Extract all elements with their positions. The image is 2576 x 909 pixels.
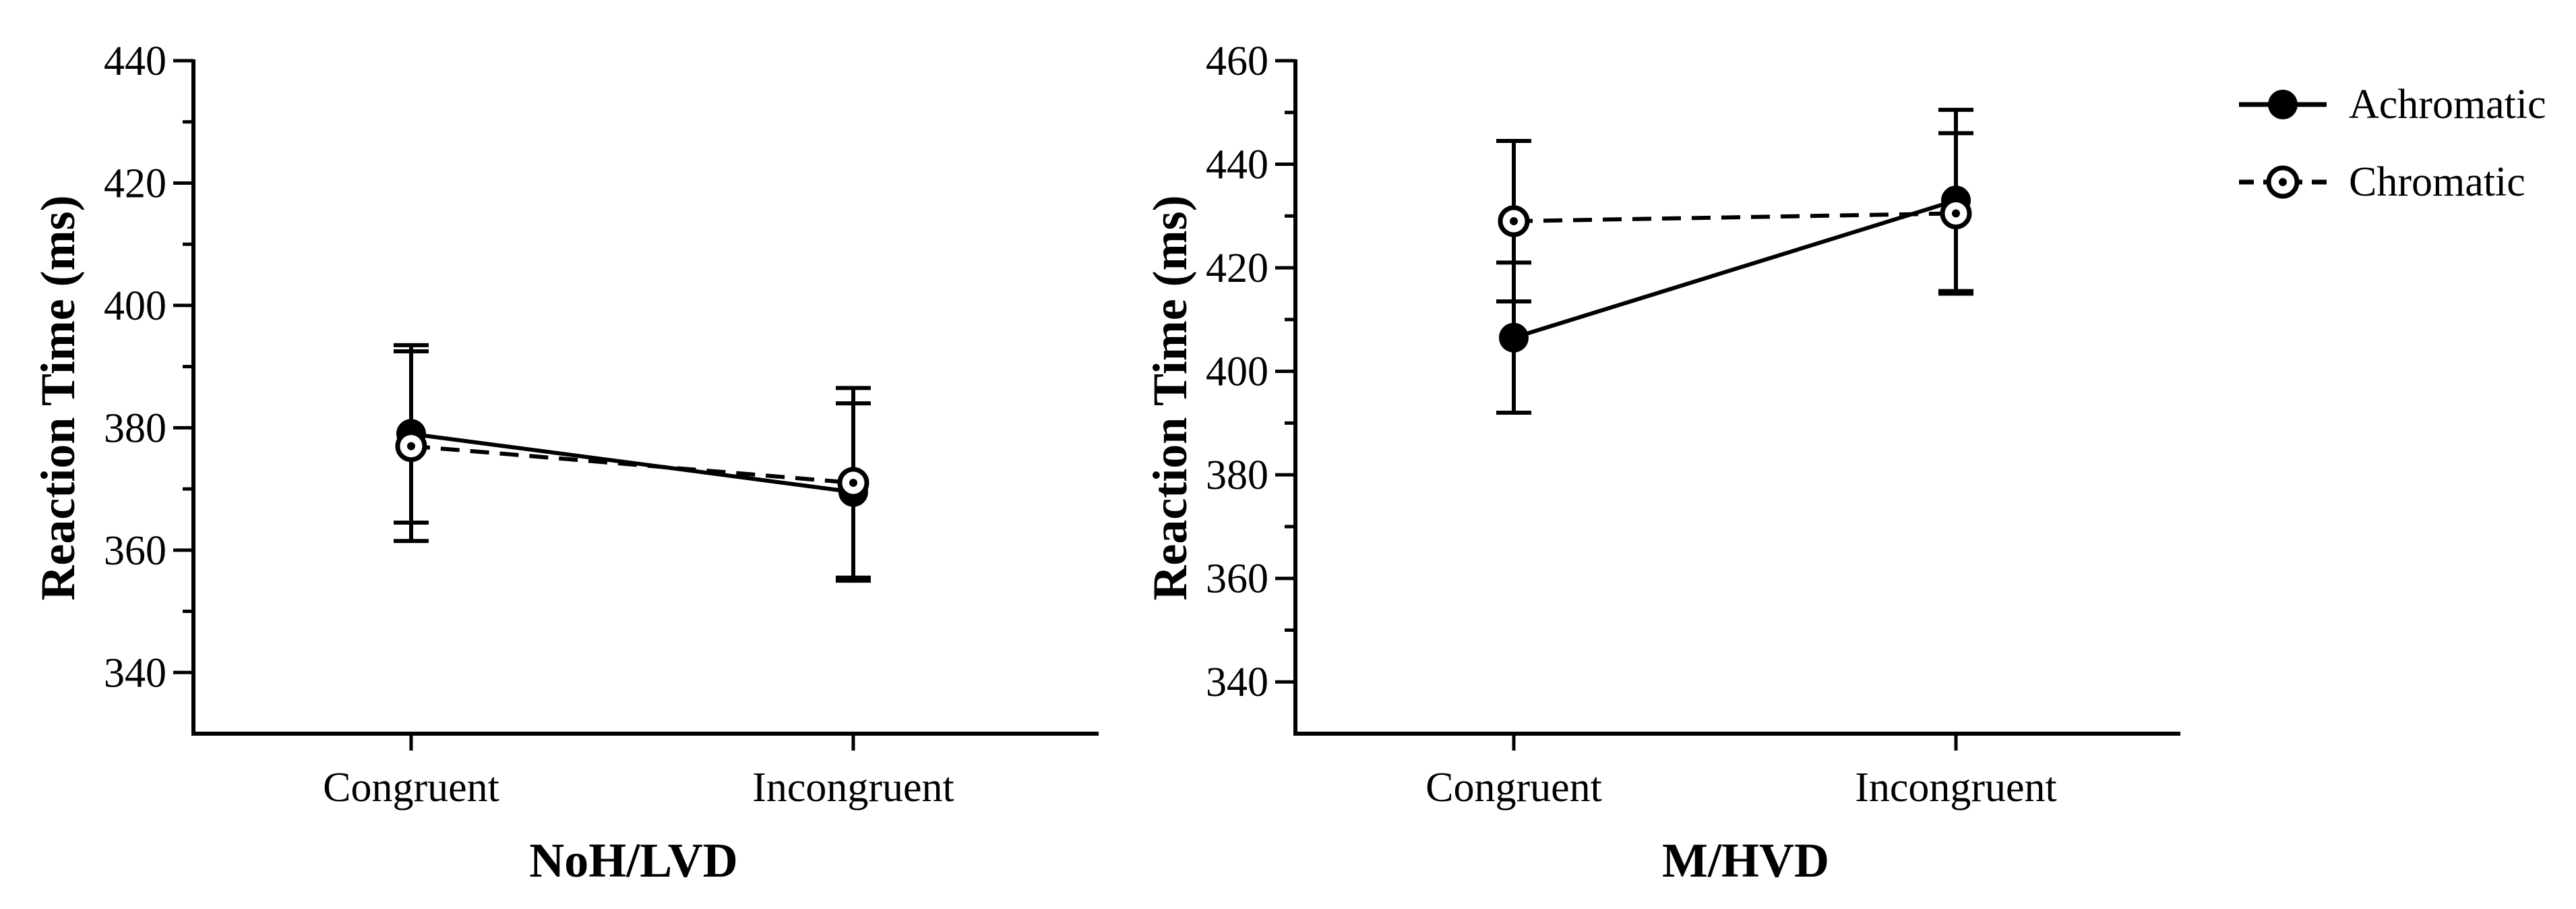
y-tick-label: 400: [104, 283, 166, 329]
data-point-center: [1510, 216, 1518, 225]
chart-panel-noh-lvd: Reaction Time (ms) NoH/LVD 340 360 380 400 4…: [31, 38, 1099, 887]
y-tick-label: 420: [104, 160, 166, 206]
y-tick-label: 460: [1206, 38, 1268, 84]
y-tick-label: 360: [1206, 556, 1268, 602]
y-tick-label: 440: [1206, 142, 1268, 188]
legend: Achromatic Chromatic: [2239, 82, 2546, 205]
x-tick-label: Incongruent: [752, 765, 954, 811]
data-point-center: [407, 442, 415, 450]
series-line-achromatic: [1513, 198, 1957, 340]
x-axis-label: M/HVD: [1662, 833, 1829, 887]
y-tick-label: 340: [104, 650, 166, 696]
data-point-achromatic: [1499, 322, 1529, 353]
y-tick-label: 340: [1206, 659, 1268, 705]
y-tick-label: 420: [1206, 245, 1268, 291]
legend-marker-achromatic: [2268, 90, 2298, 119]
legend-label: Chromatic: [2349, 159, 2525, 205]
series-line-chromatic: [410, 444, 854, 486]
x-axis-label: NoH/LVD: [529, 833, 737, 887]
y-tick-label: 400: [1206, 349, 1268, 395]
y-axis-label: Reaction Time (ms): [1143, 195, 1197, 600]
series-line-chromatic: [1513, 211, 1957, 223]
x-tick-label: Congruent: [323, 765, 499, 811]
data-point-center: [1952, 209, 1960, 218]
data-point-center: [849, 479, 857, 488]
legend-marker-center: [2279, 178, 2287, 186]
y-tick-label: 380: [1206, 452, 1268, 498]
y-tick-label: 360: [104, 528, 166, 574]
y-tick-label: 440: [104, 38, 166, 84]
x-tick-label: Congruent: [1425, 765, 1602, 811]
x-tick-label: Incongruent: [1855, 765, 2057, 811]
legend-label: Achromatic: [2349, 82, 2546, 127]
y-axis-label: Reaction Time (ms): [31, 195, 85, 600]
chart-panel-m-hvd: Reaction Time (ms) M/HVD 340 360 380 400 420…: [1143, 38, 2180, 887]
y-tick-label: 380: [104, 405, 166, 451]
